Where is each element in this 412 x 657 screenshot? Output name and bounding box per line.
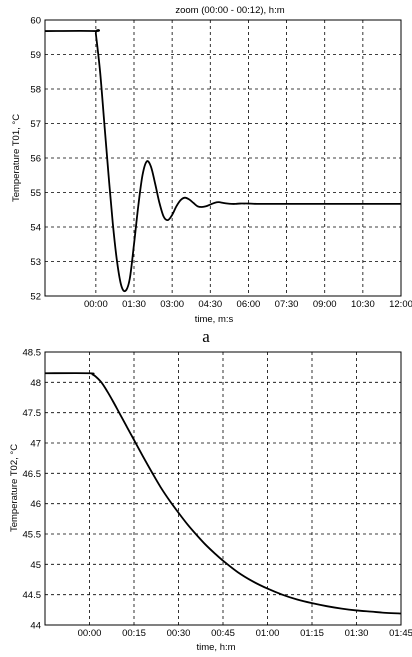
chart-a-grid (45, 20, 402, 296)
chart-a-y-tick-label: 57 (30, 119, 41, 130)
chart-a-y-ticks: 52 53 54 55 56 57 58 59 60 (30, 16, 41, 303)
chart-b-series-line (44, 372, 402, 615)
chart-a-x-tick-label: 03:00 (160, 299, 184, 310)
chart-b-x-tick-label: 00:45 (211, 628, 235, 639)
chart-a-y-tick-label: 58 (30, 85, 41, 96)
chart-a-y-axis-title: Temperature T01, °C (11, 114, 22, 202)
chart-b-y-tick-label: 45 (30, 560, 41, 571)
chart-a-x-tick-label: 12:00 (389, 299, 412, 310)
chart-b-x-tick-label: 01:00 (256, 628, 280, 639)
chart-b-plot-frame (44, 351, 402, 626)
chart-a-x-tick-label: 09:00 (313, 299, 337, 310)
chart-b-y-tick-label: 44 (30, 621, 41, 632)
chart-b-x-tick-label: 01:45 (389, 628, 412, 639)
chart-a-y-tick-label: 52 (30, 292, 41, 303)
chart-a-x-axis-title: time, m:s (195, 314, 234, 325)
chart-b-x-axis-title: time, h:m (196, 642, 235, 653)
chart-b-grid (45, 352, 402, 625)
chart-b-x-tick-label: 00:15 (122, 628, 146, 639)
chart-b-y-axis-title: Temperature T02, °C (9, 444, 20, 532)
chart-b-x-tick-label: 00:30 (167, 628, 191, 639)
chart-b-x-tick-label: 01:30 (345, 628, 369, 639)
chart-b-y-tick-label: 46.5 (23, 469, 42, 480)
chart-b-y-tick-label: 45.5 (23, 530, 42, 541)
chart-a-x-tick-label: 07:30 (275, 299, 299, 310)
chart-a-x-tick-label: 00:00 (84, 299, 108, 310)
chart-b-x-ticks: 00:00 00:15 00:30 00:45 01:00 01:15 01:30 01:45 (78, 628, 412, 639)
chart-a-y-tick-label: 54 (30, 223, 41, 234)
chart-b-y-tick-label: 47 (30, 439, 41, 450)
chart-a: zoom (00:00 - 00:12), h:m 00:00 01:30 03:0… (11, 5, 412, 346)
chart-a-x-tick-label: 01:30 (122, 299, 146, 310)
chart-b-x-tick-label: 01:15 (300, 628, 324, 639)
chart-b-y-ticks: 44 44.5 45 45.5 46 46.5 47 47.5 48 48.5 (23, 348, 42, 632)
chart-a-x-tick-label: 04:30 (198, 299, 222, 310)
chart-a-y-tick-label: 55 (30, 188, 41, 199)
chart-b-x-tick-label: 00:00 (78, 628, 102, 639)
chart-a-x-tick-label: 10:30 (351, 299, 375, 310)
chart-a-y-tick-label: 59 (30, 50, 41, 61)
chart-a-x-tick-label: 06:00 (237, 299, 261, 310)
chart-b-y-tick-label: 46 (30, 499, 41, 510)
chart-b: 00:00 00:15 00:30 00:45 01:00 01:15 01:30 01:45… (9, 348, 412, 654)
chart-a-title: zoom (00:00 - 00:12), h:m (175, 5, 284, 16)
chart-b-y-tick-label: 48.5 (23, 348, 42, 359)
chart-a-y-tick-label: 53 (30, 257, 41, 268)
chart-a-series-line (44, 29, 401, 293)
chart-a-x-ticks: 00:00 01:30 03:00 04:30 06:00 07:30 09:00 10:30… (84, 299, 412, 310)
chart-a-caption: a (202, 327, 210, 346)
chart-b-y-tick-label: 47.5 (23, 408, 42, 419)
chart-b-y-tick-label: 48 (30, 378, 41, 389)
chart-a-y-tick-label: 60 (30, 16, 41, 27)
chart-a-y-tick-label: 56 (30, 154, 41, 165)
chart-b-y-tick-label: 44.5 (23, 590, 42, 601)
